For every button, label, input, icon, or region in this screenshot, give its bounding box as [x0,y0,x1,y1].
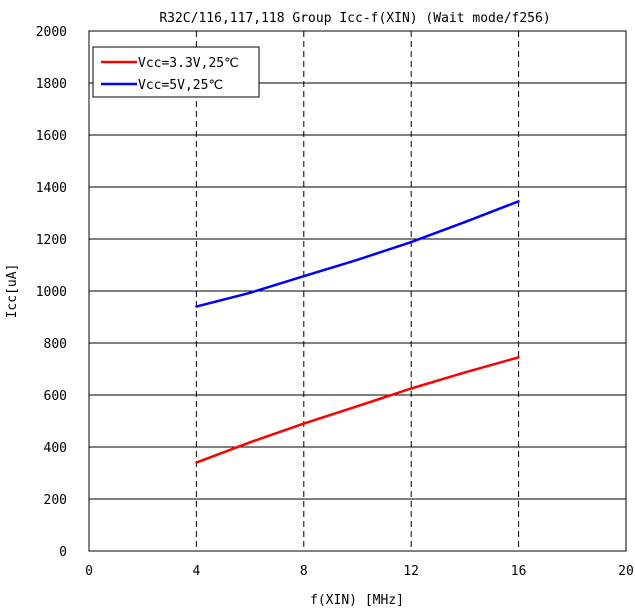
data-point [302,422,305,425]
data-point [195,305,198,308]
chart-title: R32C/116,117,118 Group Icc-f(XIN) (Wait … [159,11,550,26]
data-point [517,200,520,203]
y-tick-label: 600 [44,389,67,404]
x-tick-label: 0 [85,564,93,579]
x-tick-label: 16 [511,564,527,579]
x-tick-label: 4 [192,564,200,579]
y-tick-label: 1800 [36,77,67,92]
y-tick-label: 1200 [36,233,67,248]
data-point [248,441,252,444]
data-point [463,371,467,374]
x-tick-label: 12 [403,564,419,579]
y-tick-label: 0 [59,545,67,560]
y-tick-label: 200 [44,493,67,508]
x-axis-label: f(XIN) [MHz] [310,593,404,608]
y-tick-label: 1400 [36,181,67,196]
legend-label: Vcc=3.3V,25℃ [138,56,239,71]
data-point [302,274,305,278]
data-point [463,220,467,224]
series-lines [195,200,520,464]
grid [89,31,626,551]
y-tick-labels: 0 200 400 600 800 1000 1200 1400 1600 1800 2000 [36,25,67,560]
data-point [356,258,359,261]
legend-label: Vcc=5V,25℃ [138,78,223,93]
y-tick-label: 1000 [36,285,67,300]
x-tick-labels: 0 4 8 12 16 20 [85,564,634,579]
y-tick-label: 800 [44,337,67,352]
legend-box [92,46,260,98]
x-tick-label: 20 [618,564,634,579]
data-point [517,356,520,359]
data-point [195,461,198,464]
data-point [410,240,413,244]
y-tick-label: 1600 [36,129,67,144]
y-axis-label: Icc[uA] [5,264,20,319]
legend: Vcc=3.3V,25℃ Vcc=5V,25℃ [92,46,260,98]
y-tick-label: 2000 [36,25,67,40]
plot-area-frame [88,30,627,552]
data-point [356,404,359,408]
data-point [248,291,252,295]
x-tick-label: 8 [300,564,308,579]
data-point [410,387,413,390]
y-tick-label: 400 [44,441,67,456]
